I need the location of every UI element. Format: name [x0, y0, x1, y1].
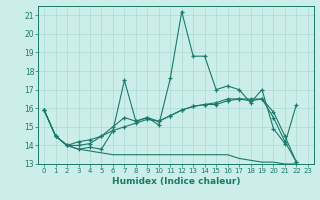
X-axis label: Humidex (Indice chaleur): Humidex (Indice chaleur): [112, 177, 240, 186]
